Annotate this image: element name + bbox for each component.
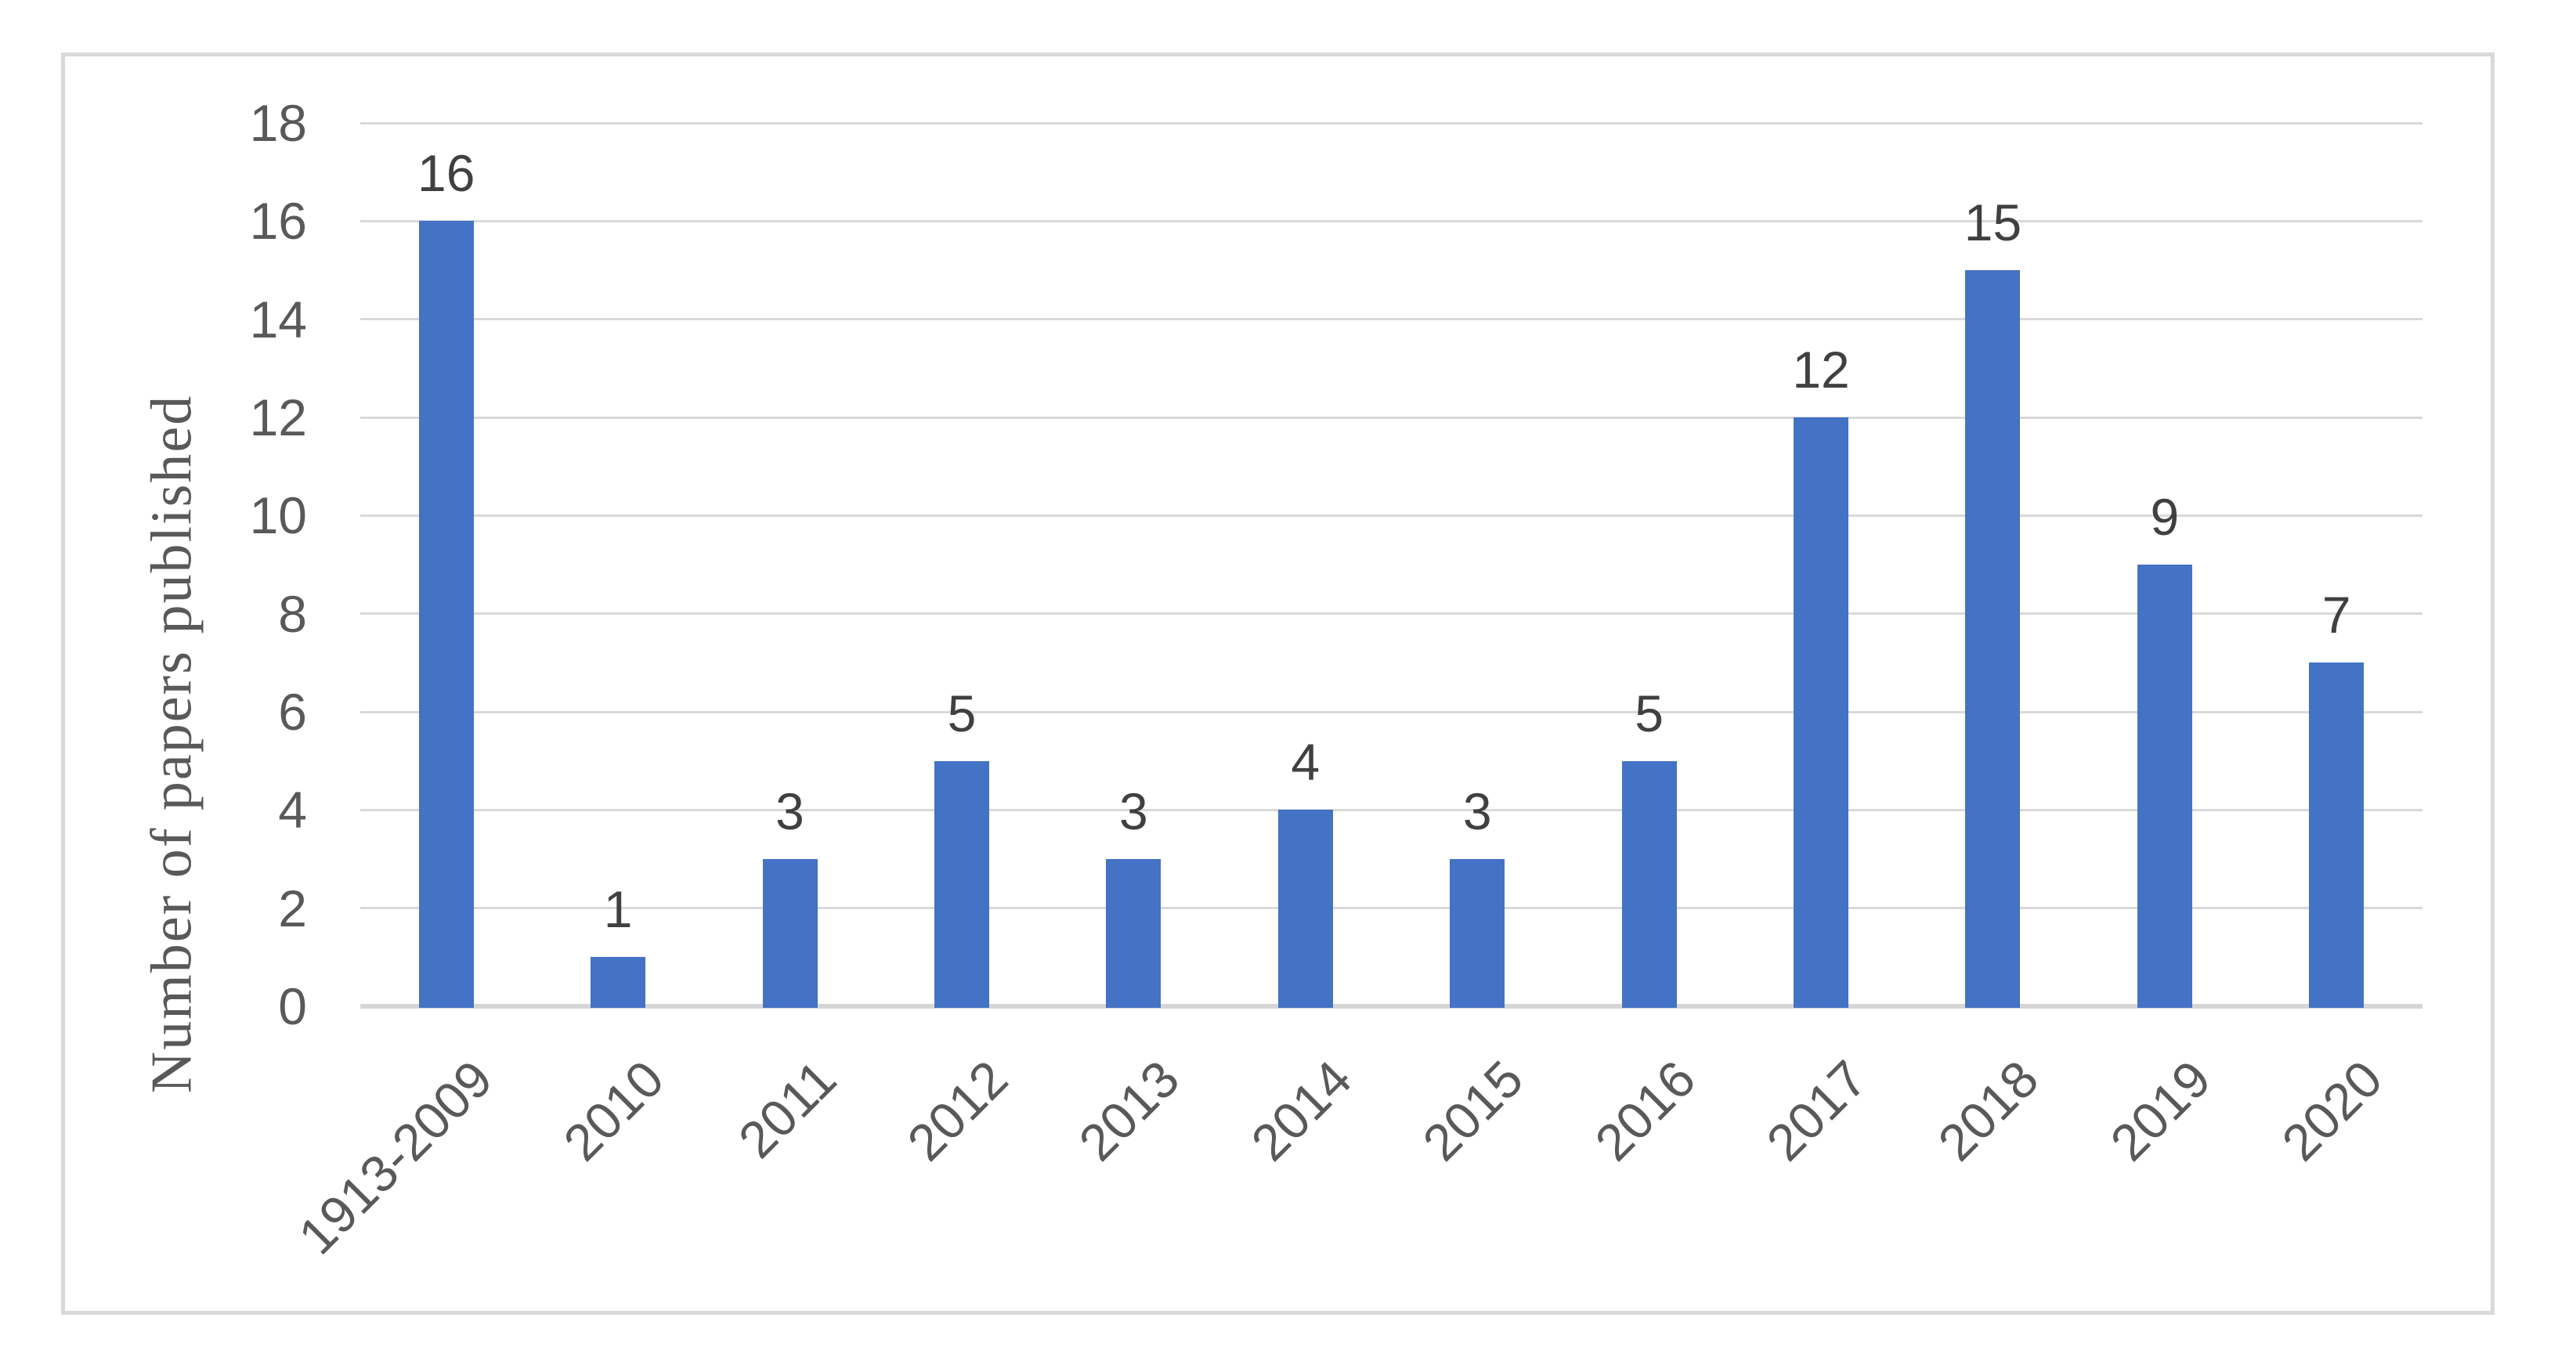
bar-value-label: 16 <box>417 144 475 203</box>
bar <box>1965 270 2021 1008</box>
gridline <box>360 612 2422 616</box>
x-category-label: 2018 <box>1927 1049 2050 1172</box>
bar-value-label: 12 <box>1792 341 1850 399</box>
bar <box>1106 859 1162 1008</box>
x-category-label: 2017 <box>1755 1049 1878 1172</box>
bar <box>1277 810 1333 1008</box>
y-tick-label: 10 <box>249 486 307 545</box>
gridline <box>360 318 2422 321</box>
y-tick-label: 0 <box>278 977 307 1035</box>
x-category-label: 2016 <box>1583 1049 1706 1172</box>
gridline <box>360 121 2422 125</box>
gridline <box>360 808 2422 811</box>
y-tick-label: 18 <box>249 94 307 152</box>
x-category-label: 2014 <box>1239 1049 1363 1172</box>
bar <box>1621 760 1677 1008</box>
x-category-label: 2012 <box>896 1049 1019 1172</box>
bar-value-label: 3 <box>1119 782 1148 840</box>
bar-value-label: 3 <box>1462 782 1492 840</box>
bar-value-label: 1 <box>603 880 633 939</box>
bar <box>762 859 818 1008</box>
bar <box>1450 859 1505 1008</box>
gridline <box>360 219 2422 222</box>
y-tick-label: 8 <box>278 584 307 643</box>
bar-value-label: 4 <box>1291 733 1321 792</box>
bar <box>418 221 474 1008</box>
bar <box>2137 565 2192 1008</box>
gridline <box>360 710 2422 713</box>
bar <box>2309 662 2365 1008</box>
x-category-label: 2013 <box>1068 1049 1190 1172</box>
y-tick-label: 4 <box>278 781 307 839</box>
gridline <box>360 514 2422 517</box>
x-axis-line <box>360 1004 2422 1009</box>
x-category-label: 2020 <box>2271 1049 2394 1172</box>
bar <box>1794 417 1849 1008</box>
x-category-label: 2010 <box>552 1049 675 1172</box>
gridline <box>360 416 2422 419</box>
x-category-label: 2019 <box>2099 1049 2222 1172</box>
x-category-label: 1913-2009 <box>287 1049 504 1265</box>
bar-value-label: 5 <box>1635 684 1664 742</box>
y-tick-label: 14 <box>249 290 307 348</box>
bar-value-label: 7 <box>2321 586 2351 644</box>
y-tick-label: 12 <box>249 388 307 446</box>
bar-value-label: 3 <box>775 782 804 840</box>
x-category-label: 2015 <box>1411 1049 1534 1172</box>
bar-value-label: 15 <box>1964 193 2022 251</box>
x-category-label: 2011 <box>727 1049 847 1169</box>
bar-value-label: 5 <box>947 684 977 742</box>
y-tick-label: 16 <box>249 192 307 251</box>
bar <box>934 760 989 1008</box>
bar-value-label: 9 <box>2150 488 2180 546</box>
bar <box>591 957 646 1008</box>
y-tick-label: 6 <box>278 683 307 741</box>
gridline <box>360 907 2422 910</box>
y-tick-label: 2 <box>278 879 307 937</box>
